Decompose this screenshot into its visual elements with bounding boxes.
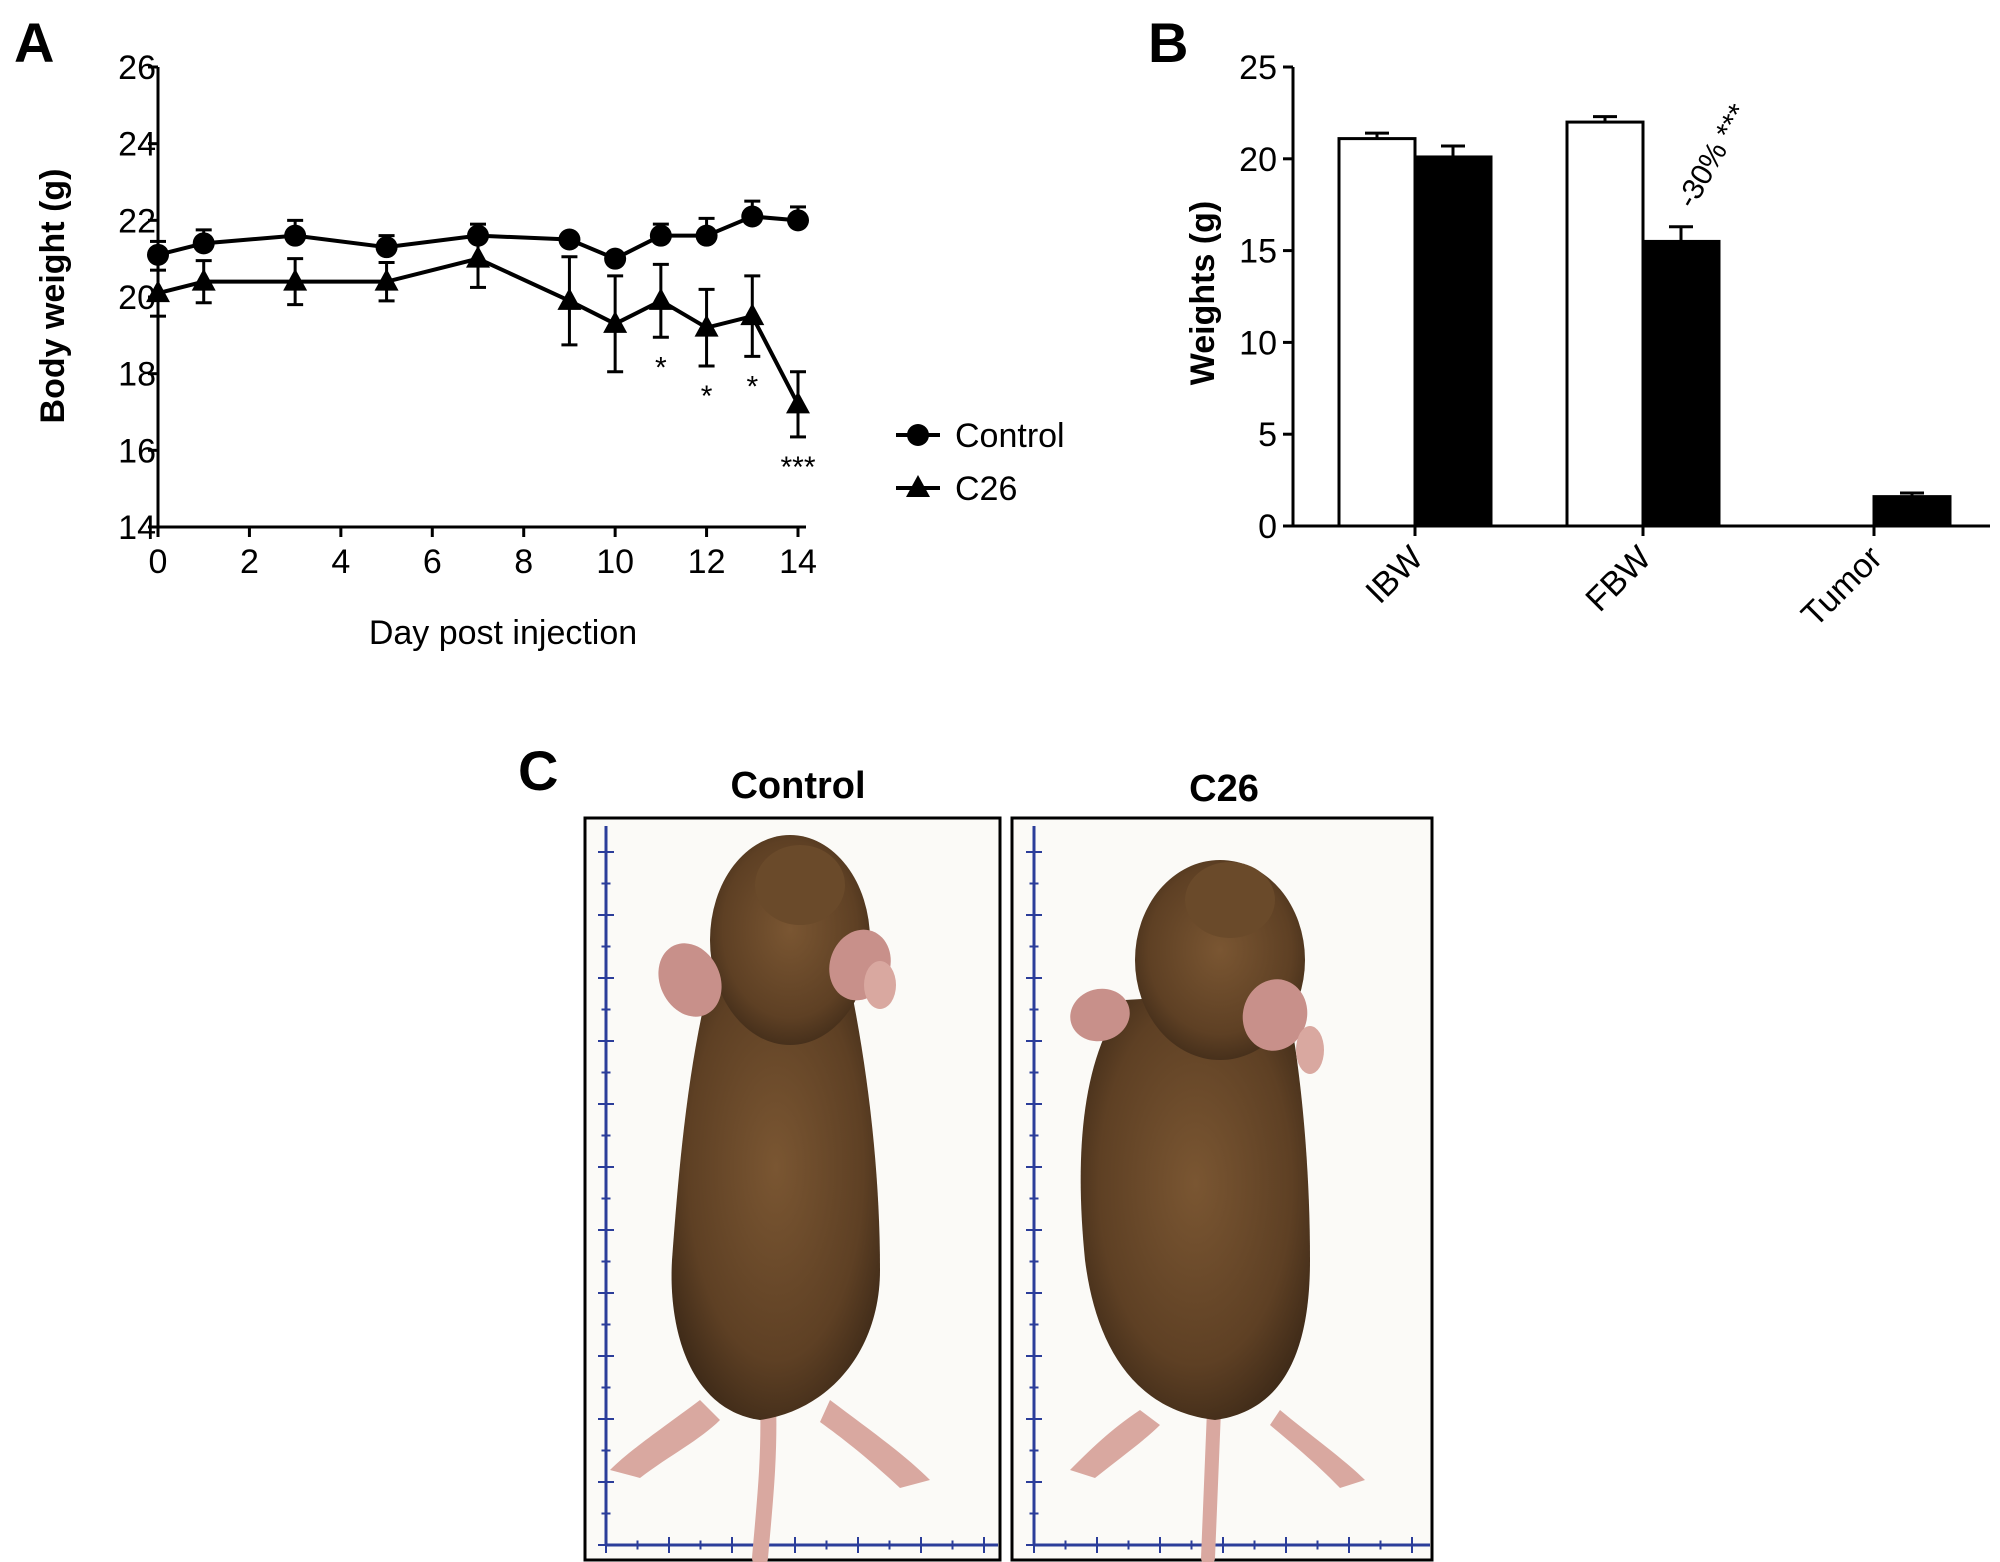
photo-title-control: Control (730, 765, 865, 807)
legend-item-control: Control (896, 417, 1065, 455)
y-tick-label: 15 (1239, 233, 1277, 271)
x-tick-label: 6 (423, 543, 442, 581)
y-tick-label: 5 (1258, 416, 1277, 454)
legend-item-c26: C26 (896, 470, 1017, 508)
y-tick-label: 22 (118, 202, 156, 240)
x-tick-label: IBW (1358, 539, 1430, 611)
significance-marker: * (746, 370, 758, 403)
data-point (786, 391, 810, 413)
data-point (147, 244, 169, 266)
x-tick-label: 10 (596, 543, 634, 581)
legend-marker (907, 424, 929, 446)
data-point (193, 232, 215, 254)
significance-marker: * (655, 351, 667, 384)
y-tick-label: 25 (1239, 49, 1277, 87)
x-tick-label: FBW (1578, 539, 1658, 619)
panel-label-a: A (14, 11, 54, 74)
legend-label: C26 (955, 470, 1017, 508)
data-point (604, 248, 626, 270)
bar (1415, 157, 1491, 526)
bar (1874, 497, 1950, 526)
y-tick-label: 10 (1239, 324, 1277, 362)
y-tick-label: 14 (118, 509, 156, 547)
significance-marker: * (701, 380, 713, 413)
legend-label: Control (955, 417, 1065, 455)
data-point (376, 236, 398, 258)
x-tick-label: 14 (779, 543, 817, 581)
data-point (649, 288, 673, 310)
x-tick-label: 2 (240, 543, 259, 581)
y-axis-title-b: Weights (g) (1184, 201, 1222, 385)
x-tick-label: 12 (688, 543, 726, 581)
bar-chart-ticks: 0 5 10 15 20 25 IBW FBW Tumor (1239, 49, 1889, 634)
y-tick-label: 24 (118, 126, 156, 164)
photo-control (585, 818, 1000, 1560)
bar (1339, 139, 1415, 526)
data-point (466, 246, 490, 268)
bar (1567, 122, 1643, 526)
x-tick-label: 8 (514, 543, 533, 581)
x-tick-label: Tumor (1794, 539, 1889, 634)
x-tick-label: 4 (331, 543, 350, 581)
panel-label-b: B (1148, 11, 1188, 74)
significance-marker: *** (780, 451, 815, 484)
bar-chart-annotation: -30% *** (1670, 99, 1755, 214)
y-tick-label: 26 (118, 49, 156, 87)
bar (1643, 241, 1719, 526)
data-point (741, 206, 763, 228)
data-point (696, 225, 718, 247)
photo-title-c26: C26 (1189, 768, 1259, 810)
percent-change-label: -30% *** (1670, 99, 1755, 214)
data-point (740, 303, 764, 325)
y-tick-label: 16 (118, 432, 156, 470)
photo-panel: Control C26 (585, 765, 1432, 1560)
legend: Control C26 (896, 417, 1065, 508)
data-point (650, 225, 672, 247)
x-tick-label: 0 (149, 543, 168, 581)
y-tick-label: 0 (1258, 508, 1277, 546)
bar-chart-bars (1339, 117, 1950, 526)
data-point (558, 229, 580, 251)
y-axis-title: Body weight (g) (34, 169, 72, 424)
line-chart-axes (158, 67, 806, 527)
y-tick-label: 20 (1239, 141, 1277, 179)
data-point (787, 209, 809, 231)
y-tick-label: 18 (118, 356, 156, 394)
photo-c26 (1012, 818, 1432, 1560)
panel-label-c: C (518, 739, 558, 802)
bar-chart-weights: 0 5 10 15 20 25 IBW FBW Tumor -30% *** Weights (… (1184, 49, 1990, 634)
x-axis-title: Day post injection (369, 614, 637, 652)
data-point (284, 225, 306, 247)
